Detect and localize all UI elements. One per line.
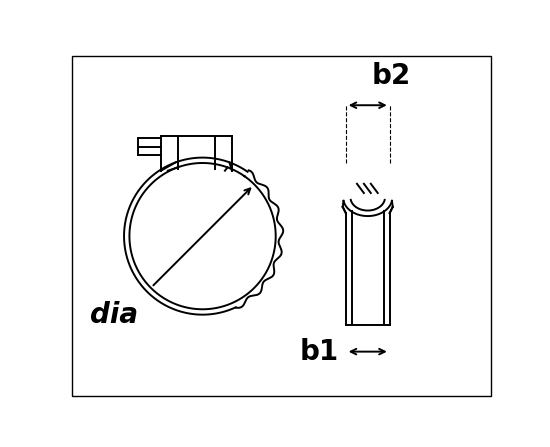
Text: b1: b1	[299, 337, 338, 366]
Text: b2: b2	[371, 62, 410, 90]
Text: dia: dia	[90, 301, 139, 329]
